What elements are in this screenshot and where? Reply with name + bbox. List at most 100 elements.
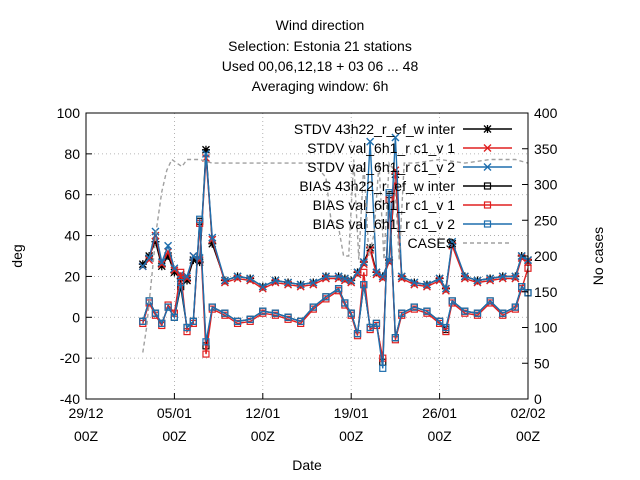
series-point bbox=[195, 258, 204, 267]
x-tick-label-date: 29/12 bbox=[68, 405, 103, 421]
series-point bbox=[164, 241, 173, 250]
series-point bbox=[196, 215, 204, 223]
series-point bbox=[164, 252, 173, 260]
series-point bbox=[441, 284, 450, 293]
series-point bbox=[410, 303, 418, 311]
y2-tick-label: 300 bbox=[534, 177, 558, 193]
axis-ticks: -40 -20 0 20 40 60 80 100 0 50 100 150 200 250 300 350 4… bbox=[57, 105, 558, 444]
series-point bbox=[170, 266, 179, 275]
x-tick-label-date: 26/01 bbox=[422, 405, 457, 421]
y-tick-label: 80 bbox=[64, 146, 80, 162]
series-point bbox=[145, 254, 154, 263]
series-point bbox=[334, 272, 343, 281]
series-point bbox=[322, 293, 330, 301]
series-point bbox=[366, 243, 375, 252]
series-point bbox=[189, 252, 198, 260]
series-point bbox=[436, 317, 444, 325]
series-point bbox=[347, 276, 356, 285]
series-point bbox=[460, 272, 469, 281]
series-point bbox=[284, 313, 292, 321]
series-6 bbox=[142, 158, 529, 353]
series-5 bbox=[139, 189, 532, 372]
x-tick-label-hour: 00Z bbox=[428, 428, 453, 444]
series-point bbox=[397, 274, 406, 283]
series-point bbox=[138, 262, 147, 271]
series-2 bbox=[138, 133, 532, 293]
chart-subtitle-used: Used 00,06,12,18 + 03 06 ... 48 bbox=[222, 58, 419, 74]
series-point bbox=[246, 274, 255, 283]
series-point bbox=[499, 309, 507, 317]
series-point bbox=[442, 327, 450, 336]
series-point bbox=[157, 262, 166, 271]
series-point bbox=[353, 330, 362, 338]
x-tick-label-hour: 00Z bbox=[162, 428, 187, 444]
series-point bbox=[321, 272, 330, 281]
legend-label: BIAS val_6h1_r c1_v 1 bbox=[313, 197, 456, 213]
series-point bbox=[309, 278, 318, 287]
chart-titles: Wind direction Selection: Estonia 21 sta… bbox=[222, 17, 419, 94]
series-point bbox=[486, 274, 495, 283]
series-point bbox=[202, 350, 210, 358]
series-point bbox=[221, 309, 229, 317]
x-tick-label-hour: 00Z bbox=[516, 428, 541, 444]
x-tick-label-hour: 00Z bbox=[339, 428, 364, 444]
legend-label: STDV val_6h1_r c1_v 1 bbox=[307, 140, 455, 156]
legend-marker bbox=[483, 220, 492, 228]
series-point bbox=[309, 303, 317, 311]
series-point bbox=[183, 272, 192, 281]
y2-tick-label: 200 bbox=[534, 248, 558, 264]
series-point bbox=[473, 276, 482, 285]
series-point bbox=[151, 309, 160, 317]
series-point bbox=[391, 133, 400, 142]
y-tick-label: 100 bbox=[57, 105, 81, 121]
series-point bbox=[157, 260, 166, 269]
legend-marker bbox=[483, 163, 492, 171]
series-point bbox=[259, 307, 267, 315]
series-point bbox=[139, 317, 147, 325]
series-point bbox=[151, 237, 160, 246]
series-line bbox=[142, 137, 529, 291]
series-point bbox=[397, 272, 406, 281]
series-point bbox=[183, 323, 191, 332]
y-tick-label: -40 bbox=[60, 391, 80, 407]
series-point bbox=[422, 280, 431, 289]
y2-tick-label: 250 bbox=[534, 212, 558, 228]
x-tick-label-hour: 00Z bbox=[251, 428, 276, 444]
x-tick-label-date: 02/02 bbox=[510, 405, 545, 421]
y2-tick-label: 150 bbox=[534, 284, 558, 300]
series-point bbox=[297, 317, 305, 325]
y2-axis-label: No cases bbox=[590, 227, 606, 285]
x-tick-label-date: 19/01 bbox=[334, 405, 369, 421]
series-point bbox=[385, 189, 393, 197]
series-point bbox=[189, 317, 197, 325]
series-point bbox=[145, 297, 153, 305]
series-point bbox=[378, 274, 387, 283]
series-point bbox=[347, 309, 355, 317]
series-point bbox=[372, 268, 381, 277]
legend-label: STDV val_6h1_r c1_v 2 bbox=[307, 159, 455, 175]
series-point bbox=[517, 252, 526, 260]
series-point bbox=[448, 237, 457, 246]
series-point bbox=[372, 270, 381, 279]
series-line bbox=[142, 158, 529, 353]
series-point bbox=[233, 272, 242, 281]
x-tick-label-date: 05/01 bbox=[157, 405, 192, 421]
series-point bbox=[284, 278, 293, 287]
series-point bbox=[145, 256, 154, 265]
series-point bbox=[360, 281, 368, 289]
series-point bbox=[208, 303, 216, 311]
series-point bbox=[359, 258, 368, 267]
series-point bbox=[189, 256, 198, 265]
legend-label: CASES bbox=[408, 235, 455, 251]
y-tick-label: 20 bbox=[64, 268, 80, 284]
series-point bbox=[157, 258, 166, 267]
series-point bbox=[258, 284, 267, 293]
series-point bbox=[461, 307, 469, 315]
series-point bbox=[170, 313, 178, 321]
series-point bbox=[511, 303, 519, 311]
series-point bbox=[360, 268, 368, 276]
series-point bbox=[202, 338, 210, 346]
series-point bbox=[448, 297, 456, 305]
y-axis-label: deg bbox=[9, 244, 25, 267]
